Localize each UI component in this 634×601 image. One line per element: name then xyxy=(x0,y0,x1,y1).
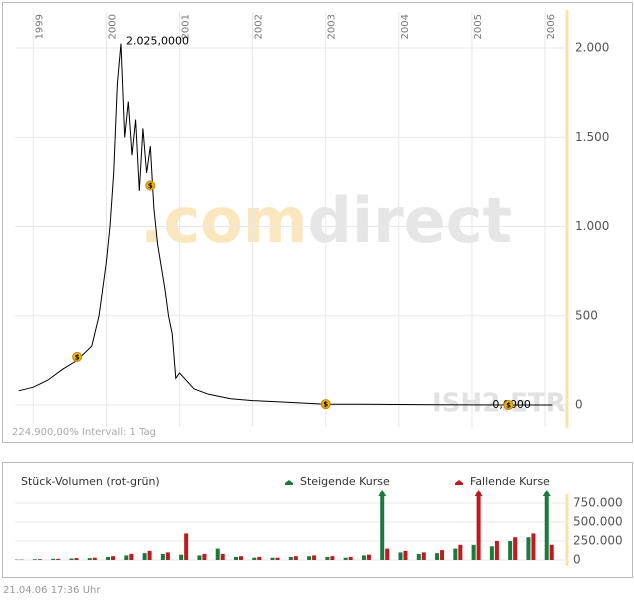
volume-bar xyxy=(385,549,389,560)
volume-bar xyxy=(435,553,439,560)
volume-bar xyxy=(490,546,494,560)
volume-bar xyxy=(93,558,97,560)
volume-bar xyxy=(513,537,517,560)
volume-bar xyxy=(197,555,201,560)
volume-bar xyxy=(403,551,407,560)
volume-bar xyxy=(221,554,225,560)
y-tick-label: 1.000 xyxy=(575,219,609,233)
y-tick-label: 250.000 xyxy=(573,533,623,547)
volume-bar xyxy=(440,550,444,560)
volume-bar xyxy=(69,558,73,560)
volume-bar xyxy=(51,559,55,560)
x-tick-label: 1999 xyxy=(34,14,45,39)
volume-bar xyxy=(344,558,348,560)
volume-bar xyxy=(234,557,238,560)
volume-bar xyxy=(111,556,115,560)
volume-bar xyxy=(526,537,530,560)
volume-bar xyxy=(161,554,165,560)
volume-bar xyxy=(330,556,334,560)
x-tick-label: 2006 xyxy=(546,14,557,39)
y-tick-label: 1.500 xyxy=(575,130,609,144)
volume-bar xyxy=(257,557,261,560)
x-tick-label: 2004 xyxy=(400,14,411,39)
volume-bar xyxy=(239,556,243,560)
volume-bar xyxy=(312,555,316,560)
legend-label: Steigende Kurse xyxy=(300,475,390,488)
volume-bar xyxy=(74,558,78,560)
volume-bar xyxy=(216,549,220,560)
info: 224.900,00% Intervall: 1 Tag xyxy=(12,427,156,438)
volume-bar xyxy=(508,541,512,560)
y-tick-label: 500.000 xyxy=(573,515,623,529)
event-label: $ xyxy=(323,401,328,409)
watermark-part: direct xyxy=(308,184,513,257)
volume-bar xyxy=(202,554,206,560)
volume-bar xyxy=(531,533,535,560)
event-label: $ xyxy=(148,182,153,190)
legend-label: Fallende Kurse xyxy=(470,475,550,488)
volume-bar xyxy=(362,555,366,560)
volume-bar xyxy=(106,557,110,560)
volume-bar xyxy=(56,559,60,560)
volume-bar xyxy=(458,545,462,560)
volume-bar xyxy=(33,559,37,560)
watermark-part: .com xyxy=(140,184,308,257)
volume-bar xyxy=(380,488,384,560)
volume-bar xyxy=(252,558,256,560)
event-label: $ xyxy=(75,353,80,361)
volume-bar xyxy=(271,558,275,560)
volume-bar xyxy=(307,556,311,560)
y-tick-label: 0 xyxy=(575,398,583,412)
volume-bar xyxy=(129,554,133,560)
volume-bar xyxy=(367,555,371,560)
volume-bar xyxy=(166,552,170,560)
volume-title: Stück-Volumen (rot-grün) xyxy=(21,475,160,488)
y-tick-label: 500 xyxy=(575,308,598,322)
volume-bar xyxy=(276,558,280,560)
volume-bar xyxy=(417,554,421,560)
volume-bar xyxy=(124,555,128,560)
volume-bar xyxy=(325,557,329,560)
x-tick-label: 2005 xyxy=(473,14,484,39)
volume-bar xyxy=(88,558,92,560)
volume-bar xyxy=(38,559,42,560)
volume-bar xyxy=(148,551,152,560)
event-label: $ xyxy=(506,402,511,410)
volume-bar xyxy=(294,556,298,560)
max-label: 2.025,0000 xyxy=(126,35,189,48)
x-tick-label: 2003 xyxy=(327,14,338,39)
volume-bar xyxy=(453,549,457,560)
volume-bar xyxy=(349,557,353,560)
volume-bar xyxy=(179,555,183,560)
y-tick-label: 2.000 xyxy=(575,41,609,55)
volume-bar xyxy=(398,552,402,560)
volume-bar xyxy=(143,553,147,560)
y-tick-label: 750.000 xyxy=(573,496,623,510)
volume-bar xyxy=(472,545,476,560)
y-tick-label: 0 xyxy=(573,552,581,566)
x-tick-label: 2000 xyxy=(107,14,118,39)
x-tick-label: 2002 xyxy=(254,14,265,39)
volume-bar xyxy=(422,552,426,560)
footer: 21.04.06 17:36 Uhr xyxy=(3,585,101,596)
volume-bar xyxy=(184,533,188,560)
volume-bar xyxy=(289,557,293,560)
volume-bar xyxy=(495,541,499,560)
volume-bar xyxy=(550,545,554,560)
